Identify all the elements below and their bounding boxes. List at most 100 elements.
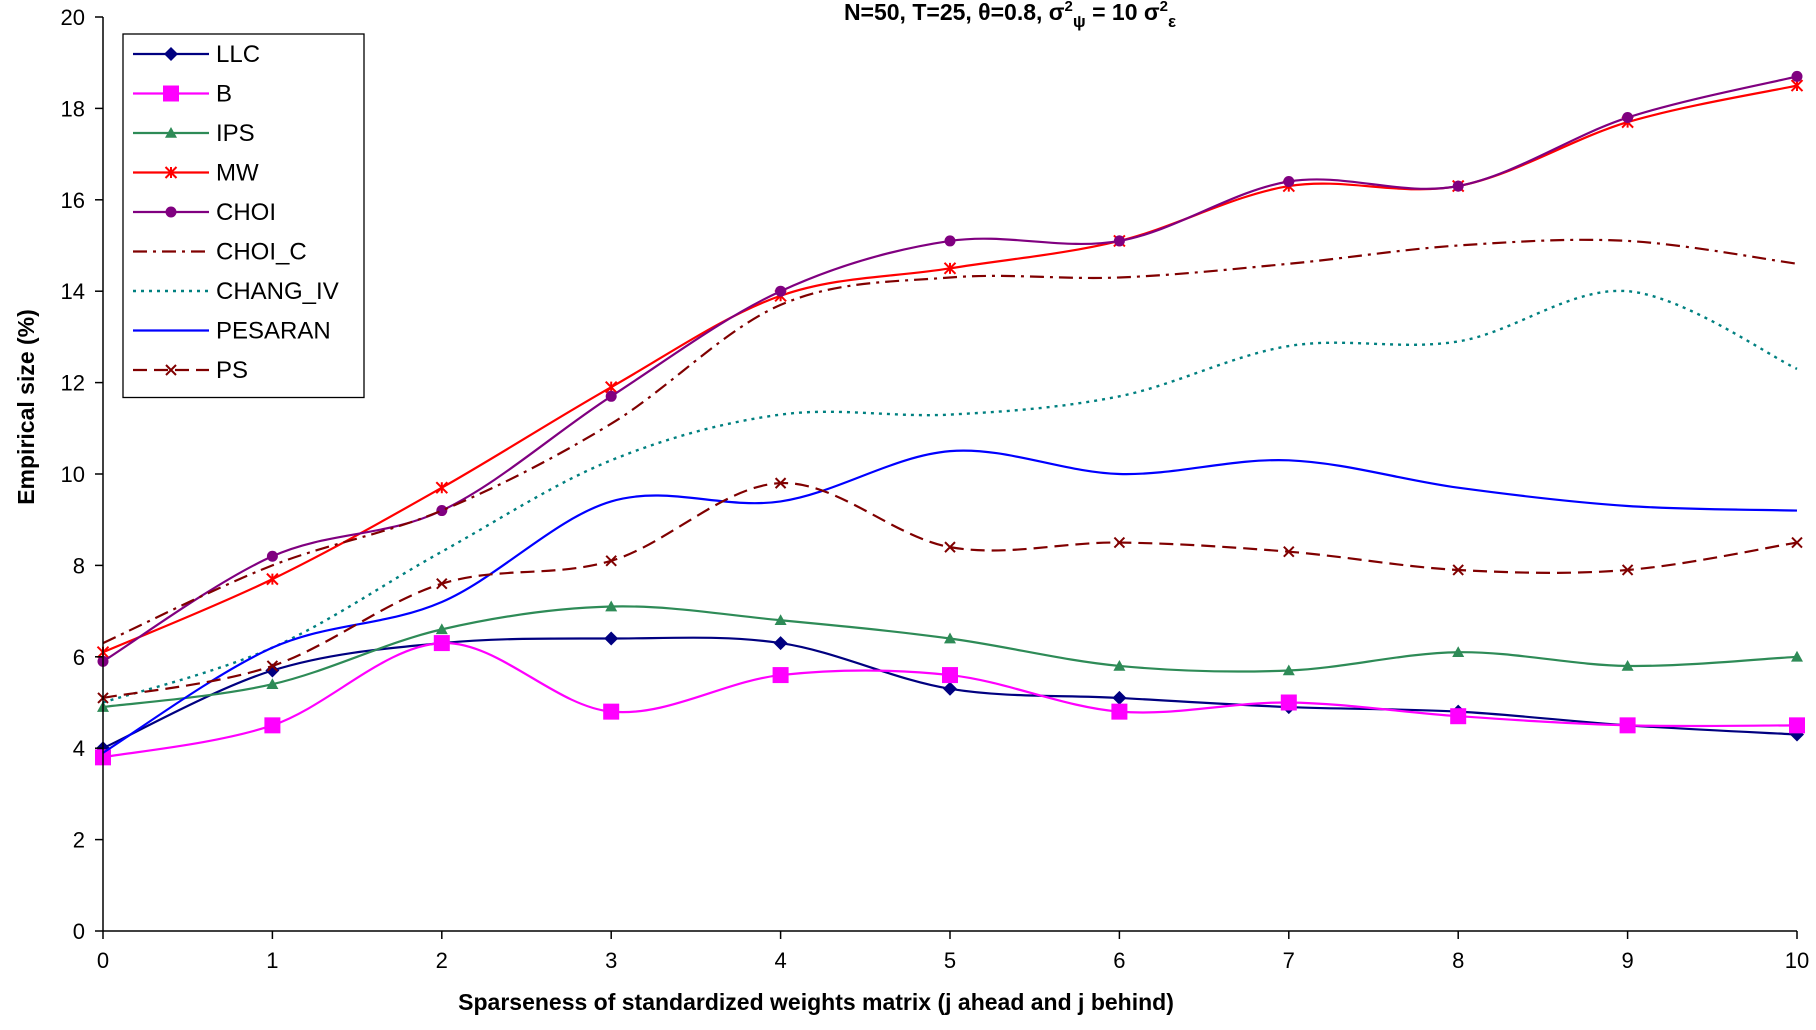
data-point — [1111, 703, 1128, 720]
legend-item-llc: LLC — [133, 41, 260, 68]
data-point — [1622, 112, 1634, 124]
x-tick-label: 2 — [436, 948, 448, 973]
data-point — [1112, 690, 1127, 705]
data-point — [1113, 235, 1125, 247]
y-tick-label: 12 — [61, 371, 85, 396]
data-point — [1791, 70, 1803, 82]
x-tick-label: 8 — [1452, 948, 1464, 973]
data-point — [943, 681, 957, 696]
data-point — [1619, 717, 1636, 734]
y-tick-label: 8 — [73, 553, 85, 578]
x-tick-label: 4 — [774, 948, 786, 973]
x-axis-label: Sparseness of standardized weights matri… — [458, 989, 1174, 1015]
legend-label: PESARAN — [216, 318, 331, 345]
series-b — [95, 635, 1805, 766]
series-line — [102, 641, 1798, 759]
data-point — [1452, 180, 1464, 192]
data-point — [1450, 708, 1467, 725]
plot-area — [95, 70, 1805, 766]
legend-label: CHOI — [216, 199, 276, 226]
data-point — [1621, 564, 1634, 576]
data-point — [436, 505, 448, 517]
series-choi-c — [102, 238, 1798, 645]
data-point — [775, 285, 787, 297]
data-point — [435, 623, 448, 635]
data-point — [944, 235, 956, 247]
x-tick-label: 1 — [266, 948, 278, 973]
data-point — [605, 555, 617, 567]
data-point — [1452, 564, 1464, 576]
data-point — [1621, 659, 1634, 671]
legend-item-chang-iv: CHANG_IV — [133, 278, 339, 305]
data-point — [605, 600, 618, 612]
legend-label: CHOI_C — [216, 239, 307, 266]
data-point — [264, 717, 281, 734]
data-point — [1283, 545, 1295, 558]
y-tick-label: 0 — [73, 919, 85, 944]
legend-label: PS — [216, 357, 248, 384]
legend-label: MW — [216, 160, 259, 187]
data-point — [774, 477, 787, 489]
series-line — [102, 75, 1798, 663]
x-tick-label: 5 — [944, 948, 956, 973]
series-line — [102, 482, 1798, 700]
data-point — [1791, 650, 1803, 662]
data-point — [433, 635, 450, 652]
data-point — [605, 390, 617, 402]
legend-item-choi-c: CHOI_C — [133, 239, 307, 266]
legend-label: B — [216, 81, 232, 108]
legend-label: CHANG_IV — [216, 278, 339, 305]
legend-item-ps: PS — [133, 357, 248, 384]
legend-item-mw: MW — [133, 160, 259, 187]
legend-item-ips: IPS — [133, 120, 255, 147]
data-point — [165, 364, 177, 376]
data-point — [1452, 646, 1465, 658]
y-tick-label: 10 — [61, 462, 85, 487]
data-point — [266, 678, 279, 690]
x-tick-label: 10 — [1785, 948, 1809, 973]
data-point — [772, 667, 789, 684]
data-point — [436, 577, 448, 590]
x-tick-label: 9 — [1621, 948, 1633, 973]
y-tick-label: 14 — [61, 279, 85, 304]
y-tick-label: 2 — [73, 828, 85, 853]
y-tick-label: 16 — [61, 188, 85, 213]
legend: LLC B IPS MW CHOI CHOI_C CHANG_IV PESARAN PS — [122, 33, 365, 399]
y-tick-label: 6 — [73, 645, 85, 670]
data-point — [944, 541, 956, 553]
series-ips — [97, 600, 1803, 712]
legend-item-pesaran: PESARAN — [133, 318, 331, 345]
legend-label: LLC — [216, 41, 260, 68]
x-tick-label: 3 — [605, 948, 617, 973]
data-point — [266, 550, 278, 562]
data-point — [266, 572, 279, 586]
data-point — [944, 632, 956, 644]
data-point — [1280, 694, 1297, 711]
data-point — [165, 206, 177, 218]
legend-item-b: B — [133, 81, 232, 108]
data-point — [603, 703, 620, 720]
data-point — [1789, 717, 1805, 734]
data-point — [163, 85, 179, 102]
x-tick-label: 0 — [97, 948, 109, 973]
series-line — [102, 449, 1798, 754]
x-tick-label: 7 — [1283, 948, 1295, 973]
data-point — [1113, 536, 1126, 549]
series-pesaran — [102, 449, 1798, 754]
series-choi — [97, 70, 1803, 667]
data-point — [164, 47, 178, 61]
data-point — [773, 636, 788, 651]
y-axis-label: Empirical size (%) — [13, 309, 39, 505]
data-point — [1283, 176, 1295, 188]
data-point — [604, 631, 619, 646]
data-point — [1791, 536, 1803, 549]
series-ps — [97, 477, 1803, 704]
data-point — [942, 667, 958, 684]
series-line — [102, 289, 1798, 704]
legend-label: IPS — [216, 120, 255, 147]
x-tick-label: 6 — [1113, 948, 1125, 973]
legend-item-choi: CHOI — [133, 199, 276, 226]
data-point — [943, 262, 957, 275]
